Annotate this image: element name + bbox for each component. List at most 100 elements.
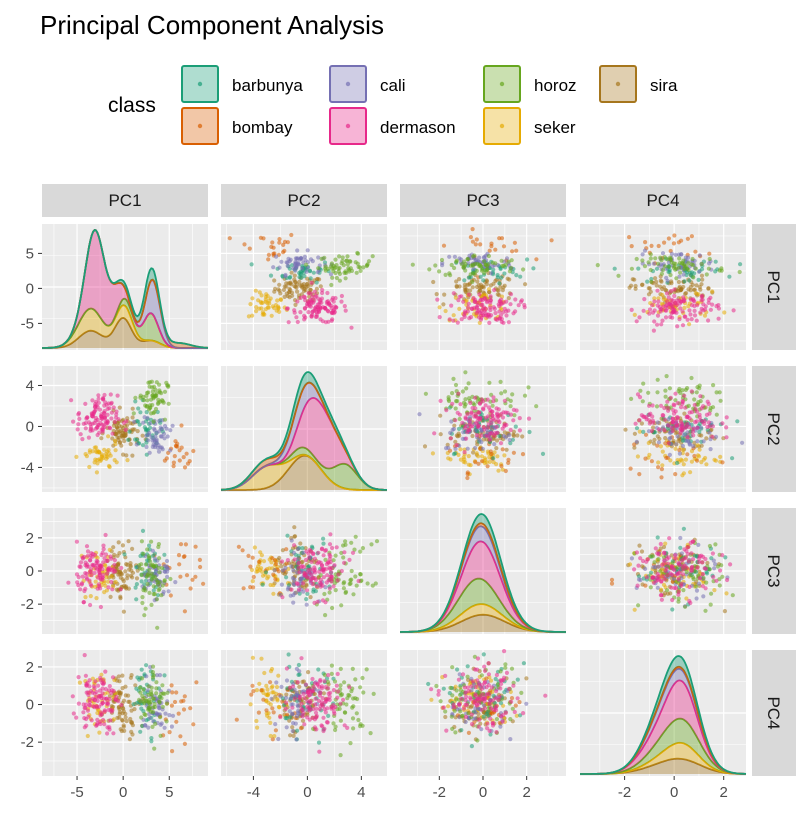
- point-barbunya: [441, 686, 446, 691]
- point-dermason: [720, 421, 725, 426]
- point-dermason: [482, 664, 487, 669]
- point-horoz: [154, 691, 159, 696]
- point-horoz: [681, 588, 686, 593]
- point-horoz: [143, 562, 149, 567]
- point-cali: [152, 556, 158, 561]
- point-dermason: [314, 706, 319, 711]
- point-dermason: [655, 288, 660, 293]
- point-seker: [102, 447, 107, 452]
- point-cali: [286, 256, 291, 261]
- point-horoz: [329, 663, 334, 668]
- point-horoz: [718, 398, 723, 403]
- point-cali: [150, 444, 155, 449]
- point-dermason: [671, 408, 676, 413]
- point-cali: [284, 725, 289, 730]
- point-seker: [275, 298, 280, 303]
- point-horoz: [683, 604, 688, 609]
- point-sira: [282, 571, 288, 577]
- point-bombay: [271, 245, 276, 250]
- point-dermason: [309, 298, 314, 303]
- point-dermason: [685, 422, 690, 427]
- point-cali: [417, 412, 422, 417]
- point-sira: [657, 436, 662, 441]
- point-cali: [707, 261, 712, 266]
- point-dermason: [456, 391, 461, 396]
- point-cali: [450, 427, 455, 432]
- point-dermason: [478, 298, 483, 303]
- point-dermason: [448, 436, 453, 441]
- density-area-horoz: [221, 447, 387, 490]
- point-horoz: [659, 271, 665, 276]
- point-dermason: [319, 723, 324, 728]
- point-seker: [491, 460, 496, 465]
- point-dermason: [706, 318, 711, 323]
- point-seker: [98, 458, 103, 463]
- point-seker: [702, 313, 708, 318]
- point-horoz: [142, 712, 147, 717]
- point-seker: [646, 440, 651, 446]
- point-horoz: [338, 718, 343, 723]
- point-bombay: [513, 703, 518, 708]
- point-horoz: [648, 554, 653, 559]
- point-cali: [656, 564, 661, 569]
- y-tick-label: 2: [26, 530, 34, 547]
- point-cali: [287, 709, 292, 714]
- point-bombay: [707, 251, 712, 256]
- point-dermason: [498, 441, 504, 446]
- point-cali: [679, 252, 684, 257]
- point-dermason: [105, 571, 110, 576]
- point-dermason: [691, 298, 696, 303]
- point-barbunya: [149, 736, 154, 741]
- point-dermason: [676, 589, 681, 595]
- point-horoz: [715, 564, 721, 569]
- point-bombay: [473, 242, 478, 247]
- point-barbunya: [249, 262, 254, 267]
- column-strip-label: PC2: [287, 191, 320, 210]
- point-dermason: [661, 551, 667, 556]
- point-bombay: [182, 694, 187, 699]
- point-seker: [125, 458, 130, 463]
- point-barbunya: [723, 555, 728, 560]
- point-horoz: [154, 686, 159, 691]
- point-dermason: [504, 670, 509, 676]
- point-dermason: [451, 702, 456, 707]
- point-dermason: [81, 702, 86, 707]
- point-cali: [447, 254, 452, 259]
- point-bombay: [227, 236, 232, 241]
- point-barbunya: [162, 552, 167, 557]
- point-horoz: [472, 402, 477, 407]
- point-seker: [268, 733, 273, 739]
- point-bombay: [174, 690, 179, 695]
- point-bombay: [162, 458, 167, 463]
- point-dermason: [483, 403, 488, 408]
- point-horoz: [351, 696, 356, 701]
- point-bombay: [474, 237, 479, 242]
- point-horoz: [154, 380, 159, 385]
- point-barbunya: [453, 451, 458, 456]
- point-bombay: [271, 572, 276, 577]
- point-dermason: [469, 722, 475, 727]
- point-barbunya: [144, 663, 149, 668]
- point-dermason: [76, 675, 81, 680]
- point-horoz: [162, 579, 167, 584]
- point-horoz: [350, 716, 356, 721]
- legend-item-bombay: bombay: [181, 107, 293, 145]
- point-seker: [85, 733, 90, 739]
- point-dermason: [659, 579, 664, 584]
- point-horoz: [458, 709, 463, 714]
- point-horoz: [512, 413, 517, 418]
- point-dermason: [492, 287, 497, 293]
- point-horoz: [343, 589, 349, 595]
- point-sira: [121, 706, 126, 711]
- point-dermason: [497, 304, 502, 309]
- point-horoz: [691, 263, 696, 268]
- point-bombay: [628, 466, 633, 471]
- point-dermason: [502, 675, 507, 680]
- point-dermason: [459, 696, 464, 701]
- point-barbunya: [498, 266, 503, 272]
- point-barbunya: [692, 271, 697, 276]
- point-dermason: [84, 575, 89, 580]
- point-cali: [294, 737, 299, 742]
- point-sira: [494, 438, 500, 443]
- point-bombay: [171, 460, 176, 465]
